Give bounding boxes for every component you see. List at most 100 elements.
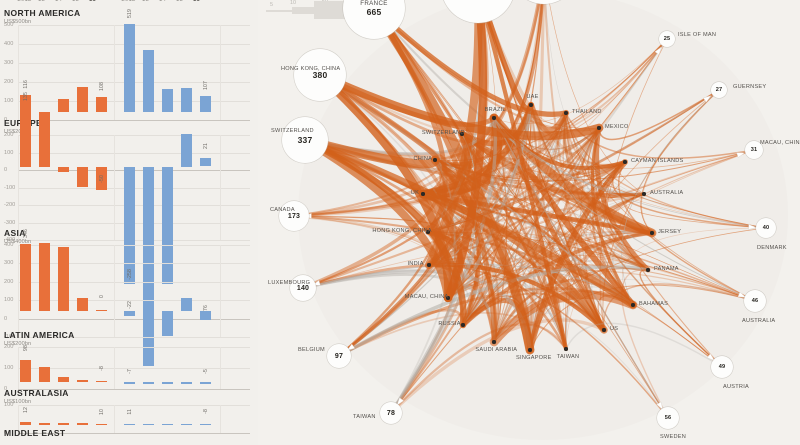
bar: [96, 380, 107, 383]
column-separator: [18, 405, 19, 433]
chord-network-diagram: 5 10 50 BRAZILUAETHAILANDMEXICOSWITZERLA…: [258, 0, 800, 445]
network-node-dot[interactable]: [421, 192, 425, 196]
network-node-dot[interactable]: [650, 231, 654, 235]
bar: [143, 382, 154, 384]
network-node-dot[interactable]: [564, 347, 568, 351]
bar: [77, 86, 88, 113]
bar-value-label: -22: [126, 301, 133, 309]
network-node-dot[interactable]: [597, 126, 601, 130]
column-separator: [18, 25, 19, 120]
network-node-label: SWITZERLAND: [421, 130, 465, 136]
bar-value-label: 76: [202, 304, 209, 311]
network-node-dot[interactable]: [492, 340, 496, 344]
network-node-label: TAIWAN: [556, 354, 580, 360]
bar-value-label: 519: [126, 9, 133, 19]
network-outer-node[interactable]: 97: [327, 344, 351, 368]
network-outer-node[interactable]: US1,320: [441, 0, 515, 23]
y-axis-tick-label: 400: [4, 41, 14, 47]
outer-node-label: GUERNSEY: [733, 84, 767, 90]
region-title: NORTH AMERICA: [4, 8, 81, 18]
y-axis-tick-label: 200: [4, 79, 14, 85]
network-node-dot[interactable]: [623, 160, 627, 164]
bar-value-label: -8: [98, 365, 105, 371]
outer-node-label: HONG KONG, CHINA: [281, 66, 341, 72]
network-outer-node[interactable]: 173: [279, 201, 309, 231]
year-tick: 16: [192, 0, 201, 3]
network-node-dot[interactable]: [460, 132, 464, 136]
network-outer-node[interactable]: 56: [657, 407, 679, 429]
network-node-dot[interactable]: [602, 328, 606, 332]
outer-node-value: 49: [718, 364, 726, 370]
bar: [20, 359, 31, 383]
network-node-dot[interactable]: [529, 103, 533, 107]
column-separator: [18, 135, 19, 240]
network-node-dot[interactable]: [433, 158, 437, 162]
y-axis-tick-label: 500: [4, 22, 14, 28]
network-node-dot[interactable]: [426, 230, 430, 234]
y-axis-tick-label: 100: [4, 149, 14, 156]
network-node-dot[interactable]: [564, 111, 568, 115]
y-axis-tick-label: 0: [4, 315, 8, 322]
bar: [143, 49, 154, 113]
bar: [58, 99, 69, 113]
network-node-label: CAYMAN ISLANDS: [631, 158, 684, 164]
y-axis-tick-label: 100: [4, 365, 14, 371]
bar: [58, 376, 69, 383]
outer-node-label: BELGIUM: [298, 347, 325, 353]
bar: [181, 133, 192, 167]
y-axis-tick-label: -100: [4, 184, 16, 191]
network-node-dot[interactable]: [642, 192, 646, 196]
network-node-dot[interactable]: [461, 323, 465, 327]
network-outer-node[interactable]: 140: [290, 275, 316, 301]
bar: [58, 246, 69, 312]
network-outer-node[interactable]: 49: [711, 356, 733, 378]
bar-group: 98 -8 -7 -5: [20, 345, 258, 389]
network-node-dot[interactable]: [492, 116, 496, 120]
network-outer-node[interactable]: 78: [380, 402, 402, 424]
network-node-dot[interactable]: [528, 348, 532, 352]
bar-value-label: 21: [202, 143, 209, 150]
network-outer-node[interactable]: 380: [294, 49, 346, 101]
column-separator: [114, 25, 115, 120]
bar-value-label: 107: [202, 81, 209, 91]
network-node-dot[interactable]: [646, 268, 650, 272]
column-separator: [220, 245, 221, 337]
bar-value-label: 346: [22, 229, 29, 239]
outer-node-value: 46: [751, 298, 759, 304]
network-outer-node[interactable]: 46: [744, 290, 766, 312]
network-node-label: PANAMA: [654, 266, 679, 272]
gridline: [18, 347, 250, 348]
network-outer-node[interactable]: 27: [711, 82, 727, 98]
bar: [20, 106, 31, 167]
network-outer-node[interactable]: 40: [756, 218, 776, 238]
network-outer-node[interactable]: 337: [282, 117, 328, 163]
outer-node-name: FRANCE: [360, 0, 388, 7]
gridline: [18, 135, 250, 136]
network-node-label: INDIA: [407, 261, 424, 267]
bar: [77, 423, 88, 426]
network-outer-node[interactable]: 25: [659, 31, 675, 47]
network-node-label: UAE: [526, 94, 539, 100]
bar: [143, 423, 154, 426]
network-outer-node[interactable]: 31: [745, 141, 763, 159]
network-node-dot[interactable]: [427, 263, 431, 267]
network-node-label: BAHAMAS: [639, 301, 669, 307]
year-tick: 16: [88, 0, 97, 3]
network-outer-node[interactable]: [510, 0, 578, 4]
network-node-dot[interactable]: [631, 303, 635, 307]
year-tick: 2012: [17, 0, 32, 3]
y-axis-tick-label: 100: [4, 402, 14, 408]
bar: [143, 311, 154, 327]
gridline: [18, 405, 250, 406]
y-axis-tick-label: 100: [4, 297, 14, 304]
bar: [58, 166, 69, 172]
gridline: [18, 245, 250, 246]
bar: [20, 421, 31, 426]
bar: [162, 423, 173, 426]
gridline: [18, 389, 250, 390]
bar: [162, 311, 173, 336]
bar: [200, 423, 211, 426]
outer-node-value: 97: [334, 352, 344, 360]
network-node-dot[interactable]: [446, 296, 450, 300]
gridline: [18, 263, 250, 265]
